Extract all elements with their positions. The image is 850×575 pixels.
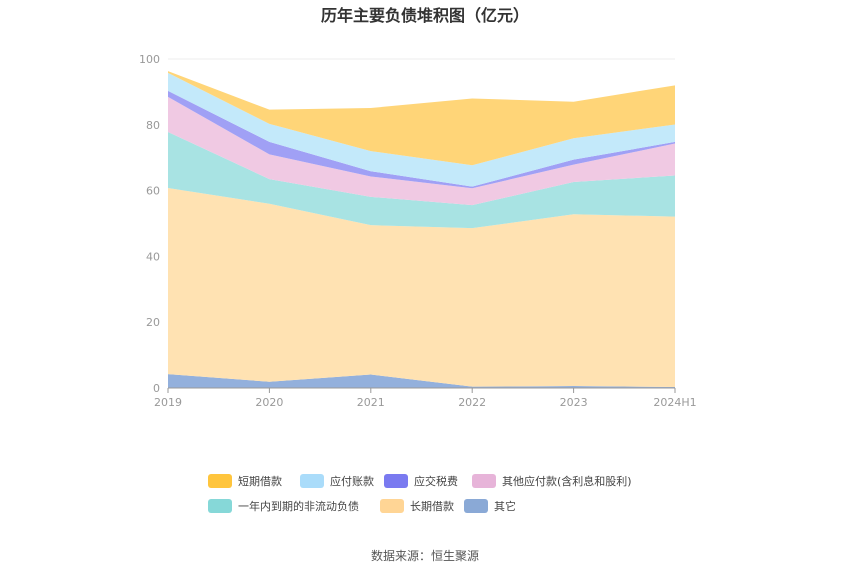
y-tick-label: 60 <box>146 185 160 198</box>
legend-swatch <box>464 499 488 513</box>
legend-item-long-term-loans[interactable]: 长期借款 <box>380 498 454 514</box>
legend-label: 应付账款 <box>330 475 374 488</box>
area-series-6[interactable] <box>168 71 675 166</box>
legend-label: 长期借款 <box>410 500 454 513</box>
area-series-3[interactable] <box>168 96 675 206</box>
legend-item-accounts-payable[interactable]: 应付账款 <box>300 473 374 489</box>
legend-item-short-term-loans[interactable]: 短期借款 <box>208 473 282 489</box>
area-series-5[interactable] <box>168 72 675 187</box>
x-tick-label: 2020 <box>255 396 283 409</box>
legend-swatch <box>300 474 324 488</box>
legend-item-taxes-payable[interactable]: 应交税费 <box>384 473 458 489</box>
x-tick-label: 2024H1 <box>653 396 696 409</box>
legend-label: 应交税费 <box>414 475 458 488</box>
legend-label: 其他应付款(含利息和股利) <box>502 475 632 488</box>
x-tick-label: 2022 <box>458 396 486 409</box>
legend-label: 其它 <box>494 500 516 513</box>
y-tick-label: 40 <box>146 250 160 263</box>
source-note: 数据来源：恒生聚源 <box>370 549 479 563</box>
area-series-0[interactable] <box>168 374 675 388</box>
x-tick-label: 2019 <box>154 396 182 409</box>
legend-swatch <box>208 499 232 513</box>
legend-item-current-noncurrent-liabilities[interactable]: 一年内到期的非流动负债 <box>208 498 359 514</box>
area-series-2[interactable] <box>168 132 675 229</box>
y-tick-label: 20 <box>146 316 160 329</box>
legend-swatch <box>472 474 496 488</box>
legend-label: 短期借款 <box>238 475 282 488</box>
legend-swatch <box>384 474 408 488</box>
y-tick-label: 100 <box>139 53 160 66</box>
legend-swatch <box>208 474 232 488</box>
y-tick-label: 0 <box>153 382 160 395</box>
area-series-1[interactable] <box>168 187 675 388</box>
legend-item-other[interactable]: 其它 <box>464 498 516 514</box>
legend-item-other-payables[interactable]: 其他应付款(含利息和股利) <box>472 473 632 489</box>
chart-title: 历年主要负债堆积图（亿元） <box>320 6 529 25</box>
x-tick-label: 2023 <box>560 396 588 409</box>
legend-swatch <box>380 499 404 513</box>
legend-label: 一年内到期的非流动负债 <box>238 500 359 513</box>
y-tick-label: 80 <box>146 119 160 132</box>
x-tick-label: 2021 <box>357 396 385 409</box>
